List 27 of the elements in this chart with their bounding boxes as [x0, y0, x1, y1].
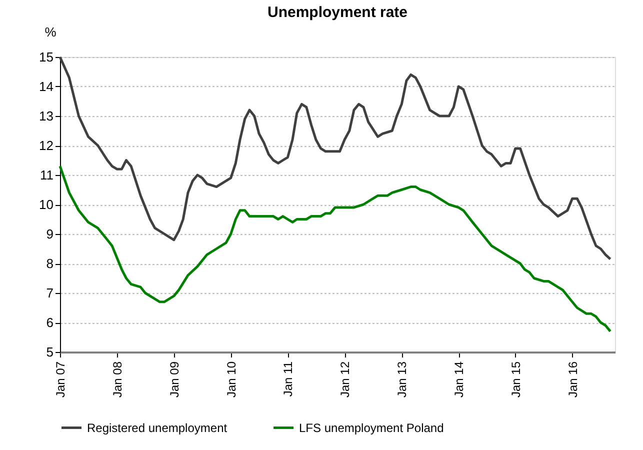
y-tick-label: 6	[46, 315, 54, 330]
x-tick-label: Jan 07	[54, 361, 68, 398]
line-series	[58, 56, 612, 260]
x-tick-label: Jan 13	[395, 361, 410, 398]
y-tick-label: 12	[39, 138, 54, 153]
y-tick-label: 15	[39, 50, 54, 64]
y-tick-label: 10	[39, 197, 54, 212]
x-tick-label: Jan 09	[167, 361, 182, 398]
y-tick-label: 5	[46, 344, 54, 360]
y-tick-label: 11	[40, 168, 54, 182]
y-tick-label: 9	[46, 226, 54, 242]
legend-label: LFS unemployment Poland	[299, 420, 444, 435]
x-tick-label: Jan 08	[110, 361, 124, 398]
y-axis-title: %	[44, 24, 57, 40]
line-series	[58, 164, 612, 333]
x-tick-label: Jan 10	[224, 361, 238, 398]
y-tick-label: 13	[39, 108, 54, 124]
y-tick-label: 7	[46, 286, 54, 300]
x-tick-label: Jan 14	[452, 361, 466, 398]
x-tick-label: Jan 12	[338, 361, 352, 398]
x-tick-label: Jan 15	[508, 361, 523, 398]
y-tick-label: 8	[46, 256, 54, 271]
legend-label: Registered unemployment	[87, 420, 228, 435]
y-tick-label: 14	[39, 79, 54, 94]
chart-title: Unemployment rate	[267, 4, 408, 21]
x-tick-label: Jan 11	[281, 361, 296, 397]
x-tick-label: Jan 16	[566, 361, 580, 398]
